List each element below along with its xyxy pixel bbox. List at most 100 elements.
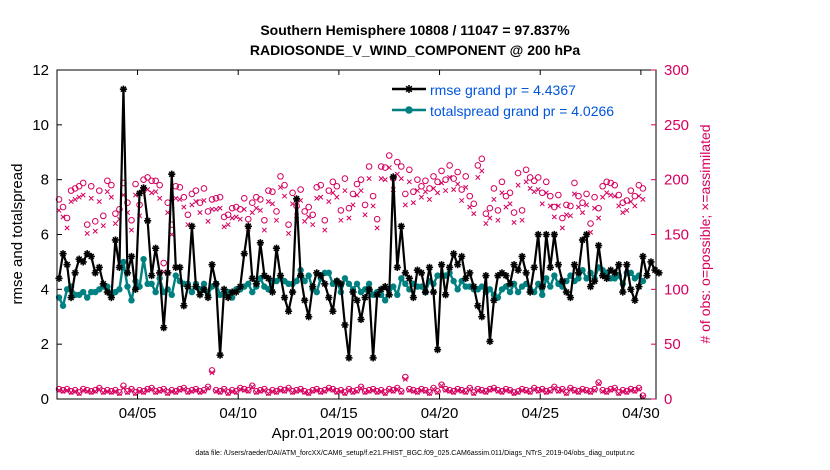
obs-assimilated-point xyxy=(588,389,594,395)
obs-assimilated-point xyxy=(265,199,271,205)
chart-title: Southern Hemisphere 10808 / 11047 = 97.8… xyxy=(260,22,570,38)
rmse-point xyxy=(244,222,252,230)
y-axis-label: rmse and totalspread xyxy=(9,164,26,305)
obs-possible-point xyxy=(329,178,337,186)
obs-possible-point xyxy=(180,384,188,392)
obs-possible-point xyxy=(281,181,288,189)
obs-possible-point xyxy=(236,384,244,392)
obs-possible-point xyxy=(518,207,526,214)
obs-assimilated-point xyxy=(80,192,86,198)
obs-assimilated-point xyxy=(443,188,449,194)
obs-possible-point xyxy=(619,386,627,394)
obs-assimilated-point xyxy=(56,387,62,393)
rmse-point xyxy=(554,261,562,269)
spread-point xyxy=(148,280,155,288)
rmse-point xyxy=(389,173,397,181)
rmse-point xyxy=(79,258,87,266)
obs-assimilated-point xyxy=(322,388,328,394)
obs-assimilated-point xyxy=(543,389,549,395)
obs-assimilated-point xyxy=(523,388,529,394)
rmse-point xyxy=(590,277,599,285)
obs-assimilated-point xyxy=(455,181,461,187)
obs-assimilated-point xyxy=(330,190,336,196)
obs-assimilated-point xyxy=(302,218,308,224)
obs-possible-point xyxy=(470,389,478,396)
obs-possible-point xyxy=(599,386,606,394)
rmse-point xyxy=(425,263,434,271)
obs-assimilated-point xyxy=(374,225,380,231)
obs-assimilated-point xyxy=(189,388,195,394)
obs-assimilated-point xyxy=(265,390,271,397)
obs-assimilated-point xyxy=(600,194,606,200)
obs-assimilated-point xyxy=(543,190,549,196)
rmse-point xyxy=(574,269,583,277)
obs-possible-point xyxy=(470,200,478,208)
rmse-point xyxy=(397,222,405,230)
obs-possible-point xyxy=(583,190,590,198)
obs-assimilated-point xyxy=(100,389,106,395)
obs-possible-point xyxy=(240,385,248,393)
rmse-point xyxy=(333,277,341,285)
rmse-point xyxy=(260,272,268,280)
spread-point xyxy=(120,258,127,266)
obs-assimilated-point xyxy=(571,191,578,197)
obs-assimilated-point xyxy=(205,218,211,224)
rmse-point xyxy=(99,280,107,288)
obs-assimilated-point xyxy=(233,214,239,220)
rmse-point xyxy=(578,236,587,244)
obs-assimilated-point xyxy=(600,388,606,394)
obs-assimilated-point xyxy=(181,386,187,392)
rmse-point xyxy=(188,222,196,230)
obs-possible-point xyxy=(95,187,103,194)
obs-assimilated-point xyxy=(483,389,489,395)
obs-assimilated-point xyxy=(439,383,445,389)
obs-possible-point xyxy=(518,385,526,393)
obs-possible-point xyxy=(385,152,393,159)
obs-possible-point xyxy=(587,220,594,227)
rmse-point xyxy=(192,282,200,291)
obs-assimilated-point xyxy=(257,207,263,213)
obs-possible-point xyxy=(551,383,558,391)
obs-possible-point xyxy=(224,211,232,219)
obs-possible-point xyxy=(402,190,409,198)
rmse-point xyxy=(603,274,611,282)
obs-assimilated-point xyxy=(422,189,429,195)
obs-assimilated-point xyxy=(430,185,437,191)
rmse-point xyxy=(373,291,381,299)
obs-assimilated-point xyxy=(471,390,477,397)
obs-possible-point xyxy=(373,215,381,223)
obs-assimilated-point xyxy=(342,390,348,397)
obs-assimilated-point xyxy=(225,222,231,228)
obs-possible-point xyxy=(410,188,417,196)
rmse-point xyxy=(115,263,124,271)
rmse-point xyxy=(530,263,538,271)
rmse-point xyxy=(329,307,337,315)
obs-assimilated-point xyxy=(624,389,630,395)
obs-possible-point xyxy=(337,207,345,214)
obs-possible-point xyxy=(325,384,333,392)
obs-assimilated-point xyxy=(467,386,473,392)
rmse-point xyxy=(256,239,264,247)
obs-assimilated-point xyxy=(68,389,74,395)
rmse-point xyxy=(345,354,353,362)
rmse-point xyxy=(144,217,152,225)
obs-assimilated-point xyxy=(277,184,284,190)
obs-assimilated-point xyxy=(640,394,646,400)
obs-possible-point xyxy=(450,175,457,182)
obs-possible-point xyxy=(639,185,647,192)
obs-possible-point xyxy=(611,384,619,392)
obs-possible-point xyxy=(397,163,405,170)
obs-possible-point xyxy=(232,388,240,395)
obs-possible-point xyxy=(75,182,83,190)
obs-assimilated-point xyxy=(76,390,82,397)
obs-assimilated-point xyxy=(149,386,155,392)
rmse-point xyxy=(196,291,204,299)
obs-possible-point xyxy=(136,386,143,394)
obs-assimilated-point xyxy=(64,225,70,231)
obs-assimilated-point xyxy=(108,194,114,200)
obs-possible-point xyxy=(220,385,228,393)
rmse-point xyxy=(168,170,176,178)
rmse-point xyxy=(627,285,635,293)
obs-assimilated-point xyxy=(575,204,582,210)
spread-point xyxy=(301,277,308,285)
